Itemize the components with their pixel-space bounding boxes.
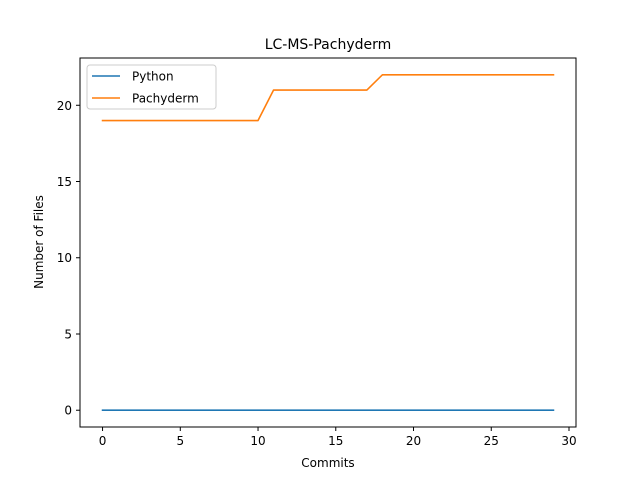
y-tick-label: 15 — [57, 175, 72, 189]
y-tick-label: 10 — [57, 251, 72, 265]
x-tick-label: 0 — [99, 434, 107, 448]
series-line-pachyderm — [101, 73, 555, 122]
x-tick-label: 5 — [176, 434, 184, 448]
legend-label: Pachyderm — [132, 92, 199, 106]
y-axis-ticks: 0 5 10 15 20 — [57, 99, 80, 418]
legend: Python Pachyderm — [86, 64, 217, 110]
series-lines — [101, 73, 555, 412]
y-tick-label: 5 — [64, 327, 72, 341]
y-tick-label: 20 — [57, 99, 72, 113]
x-axis-ticks: 0 5 10 15 20 25 30 — [99, 427, 577, 448]
x-axis-label: Commits — [301, 456, 354, 470]
x-tick-label: 10 — [250, 434, 265, 448]
legend-label: Python — [132, 70, 174, 84]
y-tick-label: 0 — [64, 404, 72, 418]
x-tick-label: 30 — [561, 434, 576, 448]
chart-title: LC-MS-Pachyderm — [265, 37, 392, 53]
axes-spines — [79, 57, 577, 428]
x-tick-label: 25 — [484, 434, 499, 448]
x-tick-label: 20 — [406, 434, 421, 448]
axes-frame — [79, 57, 577, 428]
y-axis-label: Number of Files — [32, 195, 46, 289]
x-tick-label: 15 — [328, 434, 343, 448]
